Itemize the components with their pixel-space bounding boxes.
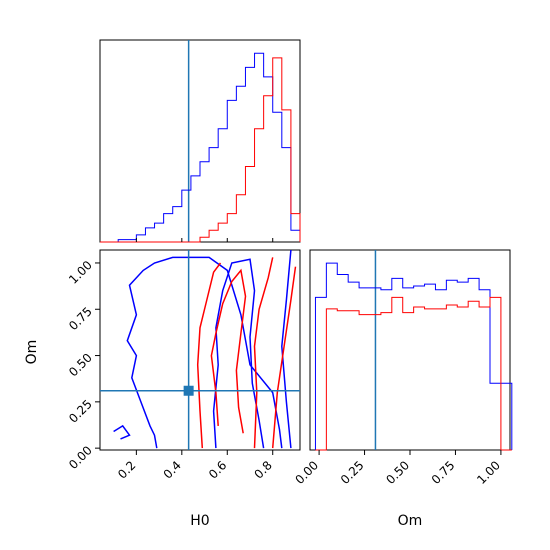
contour-line-blue: [113, 424, 131, 440]
joint-contour-frame: [99, 249, 301, 451]
joint-y-ticks: 0.00 0.25 0.50 0.75 1.00: [66, 258, 100, 472]
x-tick-label: 0.4: [161, 458, 184, 481]
x-tick-label: 0.8: [251, 458, 274, 481]
contour-line-red: [196, 262, 222, 449]
x-tick-label: 0.2: [115, 458, 138, 481]
h0-histogram-panel: [99, 39, 301, 243]
contour-line-blue: [212, 258, 265, 449]
x-tick-label: 0.25: [338, 458, 367, 487]
om-histogram-ticks: 0.00 0.25 0.50 0.75 1.00: [292, 450, 503, 487]
y-tick-label: 0.00: [66, 443, 95, 472]
histogram-series-blue: [314, 262, 513, 450]
x-tick-label: 0.00: [292, 458, 321, 487]
x-axis-label-h0: H0: [190, 513, 209, 529]
histogram-series-red: [315, 296, 512, 451]
y-axis-label-om: Om: [24, 340, 40, 365]
x-tick-label: 0.6: [206, 458, 229, 481]
h0-histogram-blue: [100, 52, 301, 243]
histogram-series-blue: [100, 52, 301, 243]
om-histogram-blue: [314, 262, 513, 450]
truth-marker: [183, 385, 194, 396]
contour-line-blue: [126, 256, 283, 449]
x-axis-label-om: Om: [398, 513, 423, 529]
y-tick-label: 1.00: [66, 258, 95, 287]
joint-contours: [113, 250, 297, 449]
x-tick-label: 0.50: [383, 458, 412, 487]
y-tick-label: 0.75: [66, 304, 95, 333]
x-tick-label: 1.00: [474, 458, 503, 487]
joint-contour-panel: 0.2 0.4 0.6 0.8 0.00 0.25 0.50 0.75 1.00 H0 Om: [24, 249, 301, 529]
contour-line-red: [253, 257, 274, 449]
contour-line-blue: [281, 250, 292, 449]
joint-x-ticks: 0.2 0.4 0.6 0.8: [115, 450, 275, 482]
x-tick-label: 0.75: [429, 458, 458, 487]
h0-histogram-ticks: [135, 238, 274, 242]
om-histogram-panel: 0.00 0.25 0.50 0.75 1.00 Om: [292, 249, 513, 529]
om-histogram-frame: [309, 249, 511, 451]
contour-line-red: [271, 266, 297, 449]
histogram-series-red: [100, 57, 301, 243]
h0-histogram-red: [100, 57, 301, 243]
h0-histogram-frame: [99, 39, 301, 243]
y-tick-label: 0.50: [66, 351, 95, 380]
contour-line-red: [210, 268, 247, 434]
y-tick-label: 0.25: [66, 397, 95, 426]
om-histogram-red: [315, 296, 512, 451]
